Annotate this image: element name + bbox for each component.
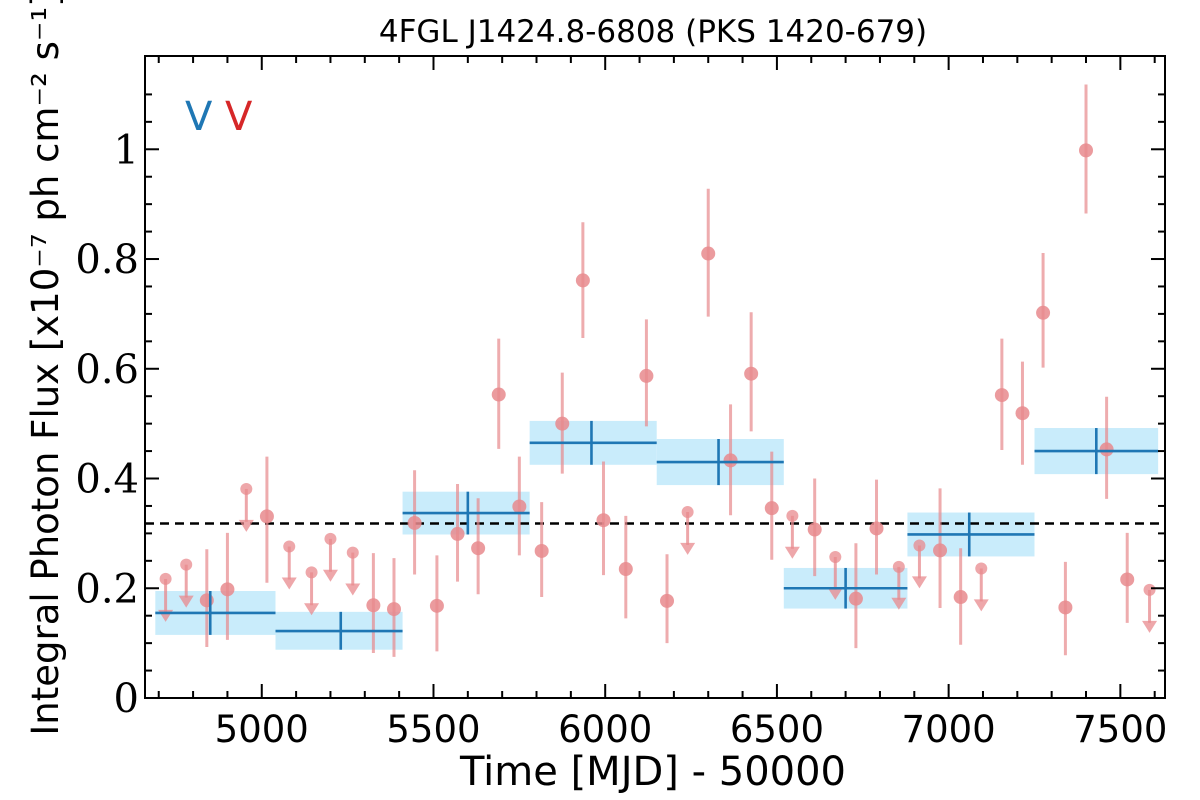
upper-limit-point (975, 562, 988, 575)
upper-limit-point (892, 560, 905, 573)
data-point (869, 521, 884, 536)
data-point (660, 593, 675, 608)
data-point (848, 591, 863, 606)
upper-limit-arrow (322, 569, 338, 582)
x-tick-label: 7000 (902, 708, 996, 751)
data-point (723, 453, 738, 468)
data-point (491, 387, 506, 402)
data-point (429, 598, 444, 613)
upper-limit-point (829, 550, 842, 563)
data-point (1079, 143, 1094, 158)
y-tick-label: 0 (114, 676, 139, 722)
upper-limit-point (180, 558, 193, 571)
upper-limit-arrow (680, 542, 696, 555)
x-tick-label: 5000 (215, 708, 309, 751)
data-point (199, 593, 214, 608)
x-tick-label: 5500 (386, 708, 480, 751)
upper-limit-arrow (784, 546, 800, 559)
data-point (953, 590, 968, 605)
data-point (386, 602, 401, 617)
x-tick-label: 6500 (730, 708, 824, 751)
upper-limit-point (786, 509, 799, 522)
plot-frame (144, 55, 1166, 699)
data-point (407, 515, 422, 530)
fine-bin-series (158, 84, 1158, 657)
data-point (220, 582, 235, 597)
upper-limit-arrow (891, 597, 907, 610)
data-point (1036, 305, 1051, 320)
y-tick-label: 0.6 (75, 347, 139, 393)
legend-marker: V (185, 94, 213, 140)
upper-limit-point (240, 482, 253, 495)
axes: 5000 5500 6000 6500 7000 7500 0 0.2 0.4 0.6 0.8 1 (75, 55, 1167, 751)
upper-limit-point (283, 540, 296, 553)
data-point (807, 522, 822, 537)
data-point (575, 273, 590, 288)
upper-limit-arrow (281, 577, 297, 590)
upper-limit-point (681, 505, 694, 518)
data-point (744, 366, 759, 381)
legend-marker: V (225, 94, 253, 140)
y-axis-label: Integral Photon Flux [x10⁻⁷ ph cm⁻² s⁻¹] (24, 0, 67, 736)
y-tick-label: 0.8 (75, 237, 139, 283)
upper-limit-arrow (345, 583, 361, 596)
y-tick-label: 0.2 (75, 566, 139, 612)
data-point (471, 541, 486, 556)
upper-limit-arrow (911, 576, 927, 589)
upper-limit-point (913, 539, 926, 552)
upper-limit-arrow (973, 599, 989, 612)
y-tick-label: 0.4 (75, 457, 139, 503)
data-point (534, 543, 549, 558)
axis-ticks: 5000 5500 6000 6500 7000 7500 0 0.2 0.4 0.6 0.8 1 (75, 56, 1167, 751)
data-point (1099, 442, 1114, 457)
data-point (994, 388, 1009, 403)
data-point (1120, 572, 1135, 587)
data-point (259, 509, 274, 524)
upper-limit-arrow (178, 595, 194, 608)
upper-limit-point (305, 566, 318, 579)
upper-limit-arrow (304, 603, 320, 616)
upper-limit-point (159, 572, 172, 585)
data-point (701, 246, 716, 261)
data-point (933, 543, 948, 558)
upper-limit-point (1143, 583, 1156, 596)
data-point (618, 562, 633, 577)
data-point (450, 526, 465, 541)
x-axis-label: Time [MJD] - 50000 (459, 749, 846, 795)
upper-limit-arrow (238, 519, 254, 532)
data-point (1058, 600, 1073, 615)
upper-limit-point (346, 546, 359, 559)
upper-limit-arrow (1142, 620, 1158, 633)
data-point (764, 501, 779, 516)
x-tick-label: 7500 (1073, 708, 1167, 751)
data-point (1015, 406, 1030, 421)
upper-limit-arrow (827, 587, 843, 600)
data-point (596, 513, 611, 528)
upper-limit-point (324, 532, 337, 545)
y-tick-label: 1 (114, 127, 139, 173)
data-point (366, 598, 381, 613)
data-point (555, 416, 570, 431)
binned-series (155, 420, 1159, 650)
data-point (639, 368, 654, 383)
chart-title: 4FGL J1424.8-6808 (PKS 1420-679) (379, 14, 927, 50)
data-point (512, 499, 527, 514)
x-tick-label: 6000 (558, 708, 652, 751)
